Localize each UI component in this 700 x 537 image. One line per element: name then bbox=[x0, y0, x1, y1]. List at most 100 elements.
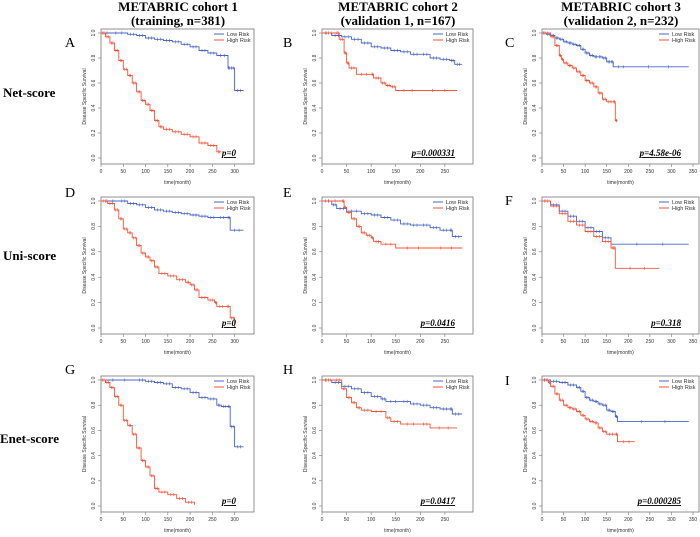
panel-letter: H bbox=[283, 363, 293, 378]
col-title-1-line1: METABRIC cohort 1 bbox=[118, 0, 238, 14]
y-axis-label: Disease Specific Survival bbox=[303, 237, 309, 293]
x-tick-label: 100 bbox=[581, 517, 590, 523]
x-tick-label: 0 bbox=[100, 169, 103, 175]
x-tick-label: 50 bbox=[120, 169, 126, 175]
x-tick-label: 200 bbox=[186, 339, 195, 345]
legend-label-low-risk: Low Risk bbox=[446, 32, 469, 38]
panel-letter: I bbox=[505, 374, 510, 389]
y-tick-label: 0.6 bbox=[312, 248, 318, 255]
km-panel-c: C 0.0 0.2 0.4 0.6 0.8 1.0 0 50 100 150 200 250 300 350… bbox=[505, 28, 700, 186]
x-tick-label: 200 bbox=[416, 517, 425, 523]
x-tick-label: 200 bbox=[186, 169, 195, 175]
legend-label-low-risk: Low Risk bbox=[446, 379, 469, 385]
y-tick-label: 0.4 bbox=[312, 104, 318, 111]
p-value: p=0.000331 bbox=[411, 148, 455, 158]
y-tick-label: 1.0 bbox=[532, 29, 538, 36]
y-tick-label: 0.8 bbox=[312, 54, 318, 61]
x-tick-label: 300 bbox=[230, 339, 239, 345]
y-tick-label: 0.0 bbox=[312, 502, 318, 509]
x-tick-label: 150 bbox=[392, 339, 401, 345]
plot-frame bbox=[321, 28, 474, 165]
km-curve-low-risk bbox=[101, 32, 244, 91]
y-tick-label: 0.0 bbox=[312, 154, 318, 161]
p-value: p=0.0417 bbox=[420, 496, 456, 506]
x-tick-label: 150 bbox=[164, 517, 173, 523]
y-tick-label: 0.6 bbox=[532, 427, 538, 434]
p-value: p=0 bbox=[221, 318, 237, 328]
km-curve-high-risk bbox=[542, 200, 660, 269]
y-tick-label: 0.2 bbox=[532, 129, 538, 136]
col-title-2-line2: (validation 1, n=167) bbox=[341, 13, 456, 28]
km-curve-high-risk bbox=[101, 379, 195, 505]
legend-label-low-risk: Low Risk bbox=[227, 379, 250, 385]
panel-letter: B bbox=[283, 36, 292, 51]
legend-label-low-risk: Low Risk bbox=[672, 32, 695, 38]
plot-frame bbox=[100, 196, 255, 335]
x-tick-label: 100 bbox=[367, 517, 376, 523]
y-tick-label: 1.0 bbox=[312, 29, 318, 36]
col-title-2-line1: METABRIC cohort 2 bbox=[338, 0, 458, 14]
km-panel-f: F 0.0 0.2 0.4 0.6 0.8 1.0 0 50 100 150 200 250 300 350… bbox=[505, 194, 700, 356]
x-tick-label: 200 bbox=[186, 517, 195, 523]
km-panel-b: B 0.0 0.2 0.4 0.6 0.8 1.0 0 50 100 150 200 250 time(m… bbox=[283, 28, 474, 186]
km-panel-g: G 0.0 0.2 0.4 0.6 0.8 1.0 0 50 100 150 200 250 300 tim… bbox=[65, 363, 255, 534]
km-panel-a: A 0.0 0.2 0.4 0.6 0.8 1.0 0 50 100 150 200 250 300 tim… bbox=[65, 28, 255, 186]
y-tick-label: 0.4 bbox=[91, 104, 97, 111]
x-axis-label: time(month) bbox=[607, 350, 634, 356]
x-tick-label: 250 bbox=[441, 339, 450, 345]
x-tick-label: 50 bbox=[120, 517, 126, 523]
col-title-3-line2: (validation 2, n=232) bbox=[564, 13, 679, 28]
y-tick-label: 1.0 bbox=[91, 376, 97, 383]
p-value: p=0.0416 bbox=[420, 318, 456, 328]
y-tick-label: 0.0 bbox=[532, 502, 538, 509]
y-tick-label: 0.6 bbox=[312, 79, 318, 86]
plot-frame bbox=[541, 28, 700, 165]
y-tick-label: 0.6 bbox=[91, 248, 97, 255]
x-tick-label: 150 bbox=[603, 169, 612, 175]
legend-label-high-risk: High Risk bbox=[227, 38, 251, 44]
panel-letter: F bbox=[505, 194, 513, 209]
km-curve-high-risk bbox=[322, 379, 458, 429]
legend-label-high-risk: High Risk bbox=[672, 206, 696, 212]
legend-label-high-risk: High Risk bbox=[672, 385, 696, 391]
km-curve-low-risk bbox=[101, 379, 244, 448]
x-axis-label: time(month) bbox=[384, 180, 411, 186]
y-tick-label: 0.4 bbox=[532, 274, 538, 281]
x-tick-label: 300 bbox=[230, 517, 239, 523]
p-value: p=0.318 bbox=[650, 318, 681, 328]
column-titles: METABRIC cohort 1 (training, n=381) META… bbox=[118, 0, 681, 28]
km-panel-h: H 0.0 0.2 0.4 0.6 0.8 1.0 0 50 100 150 200 250 time(m… bbox=[283, 363, 474, 534]
km-curve-low-risk bbox=[101, 200, 244, 231]
y-tick-label: 0.4 bbox=[91, 274, 97, 281]
p-value: p=0 bbox=[221, 496, 237, 506]
legend-label-high-risk: High Risk bbox=[446, 38, 470, 44]
y-tick-label: 0.2 bbox=[91, 129, 97, 136]
col-title-3-line1: METABRIC cohort 3 bbox=[561, 0, 681, 14]
y-tick-label: 1.0 bbox=[532, 197, 538, 204]
x-tick-label: 100 bbox=[141, 169, 150, 175]
x-tick-label: 200 bbox=[416, 169, 425, 175]
panel-letter: G bbox=[65, 363, 75, 378]
x-tick-label: 0 bbox=[100, 339, 103, 345]
x-tick-label: 100 bbox=[367, 169, 376, 175]
x-tick-label: 50 bbox=[344, 169, 350, 175]
y-tick-label: 0.0 bbox=[91, 324, 97, 331]
plot-frame bbox=[321, 196, 474, 335]
legend-label-low-risk: Low Risk bbox=[227, 200, 250, 206]
y-tick-label: 0.4 bbox=[532, 452, 538, 459]
x-axis-label: time(month) bbox=[607, 528, 634, 534]
x-tick-label: 50 bbox=[120, 339, 126, 345]
p-value: p=4.58e-06 bbox=[639, 148, 682, 158]
y-tick-label: 1.0 bbox=[91, 29, 97, 36]
x-tick-label: 250 bbox=[208, 169, 217, 175]
y-tick-label: 0.2 bbox=[312, 129, 318, 136]
x-tick-label: 150 bbox=[392, 169, 401, 175]
y-tick-label: 1.0 bbox=[312, 376, 318, 383]
y-axis-label: Disease Specific Survival bbox=[82, 416, 88, 472]
x-axis-label: time(month) bbox=[164, 350, 191, 356]
km-curve-high-risk bbox=[542, 32, 618, 121]
x-tick-label: 100 bbox=[141, 517, 150, 523]
x-tick-label: 150 bbox=[603, 517, 612, 523]
panel-letter: E bbox=[283, 186, 292, 201]
y-tick-label: 0.2 bbox=[532, 477, 538, 484]
